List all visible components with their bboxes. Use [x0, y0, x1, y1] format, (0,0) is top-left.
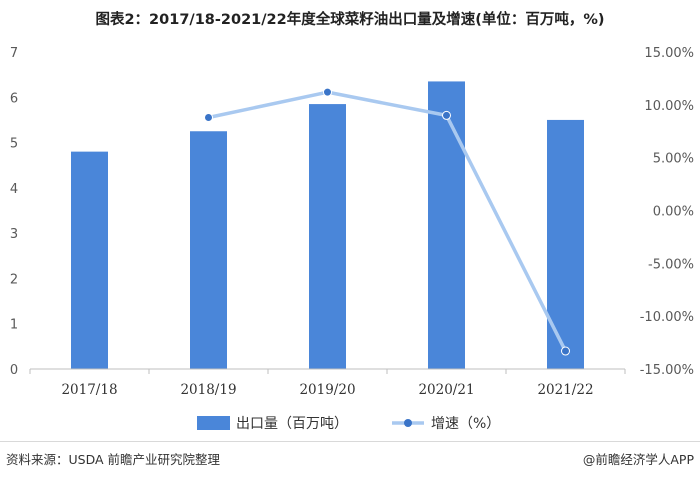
y-right-tick-label: 15.00%	[644, 46, 694, 61]
y-right-tick-label: -15.00%	[640, 363, 694, 378]
legend-bar-label: 出口量（百万吨）	[236, 416, 348, 432]
brand-credit: @前瞻经济学人APP	[582, 452, 694, 467]
y-axis-left: 0 1 2 3 4 5 6 7	[10, 46, 18, 378]
y-right-tick-label: 5.00%	[653, 152, 694, 167]
x-tick-label: 2020/21	[418, 382, 474, 398]
bar-2021-22	[547, 119, 584, 369]
y-axis-right: -15.00% -10.00% -5.00% 0.00% 5.00% 10.00% 15.0…	[640, 46, 694, 378]
y-left-tick-label: 1	[10, 318, 18, 333]
growth-point	[204, 113, 213, 123]
growth-point	[323, 87, 332, 97]
y-right-tick-label: 0.00%	[653, 205, 694, 220]
chart-title: 图表2：2017/18-2021/22年度全球菜籽油出口量及增速(单位：百万吨，…	[95, 12, 605, 28]
y-right-tick-label: 10.00%	[644, 99, 694, 114]
chart-canvas: 0 1 2 3 4 5 6 7 -15.00% -10.00% -5.00% 0.00% 5.00% 1…	[10, 46, 694, 432]
bar-2020-21	[428, 81, 465, 369]
source-note: 资料来源：USDA 前瞻产业研究院整理	[6, 452, 221, 467]
y-right-tick-label: -5.00%	[648, 257, 694, 272]
y-left-tick-label: 3	[10, 227, 18, 242]
y-left-tick-label: 0	[10, 363, 18, 378]
growth-line	[208, 90, 568, 352]
y-left-tick-label: 5	[10, 137, 18, 152]
x-tick-label: 2018/19	[180, 382, 236, 398]
bar-2019-20	[309, 104, 346, 369]
legend-bar-swatch	[197, 416, 230, 430]
bar-2017-18	[71, 151, 108, 369]
y-left-tick-label: 2	[10, 272, 18, 287]
y-left-tick-label: 4	[10, 182, 18, 197]
x-tick-label: 2017/18	[61, 382, 117, 398]
x-tick-label: 2021/22	[537, 382, 593, 398]
x-tick-label: 2019/20	[299, 382, 355, 398]
y-left-tick-label: 6	[10, 91, 18, 106]
x-axis-ticks: 2017/18 2018/19 2019/20 2020/21 2021/22	[29, 369, 626, 398]
footer-divider	[0, 441, 700, 442]
legend: 出口量（百万吨） 增速（%）	[197, 416, 500, 432]
growth-point	[561, 346, 570, 356]
growth-point	[442, 110, 451, 120]
y-left-tick-label: 7	[10, 46, 18, 61]
legend-line-label: 增速（%）	[431, 416, 500, 432]
bar-2018-19	[190, 131, 227, 369]
y-right-tick-label: -10.00%	[640, 310, 694, 325]
bar-series	[71, 81, 584, 369]
legend-line-marker	[404, 419, 412, 427]
line-series	[204, 87, 570, 356]
